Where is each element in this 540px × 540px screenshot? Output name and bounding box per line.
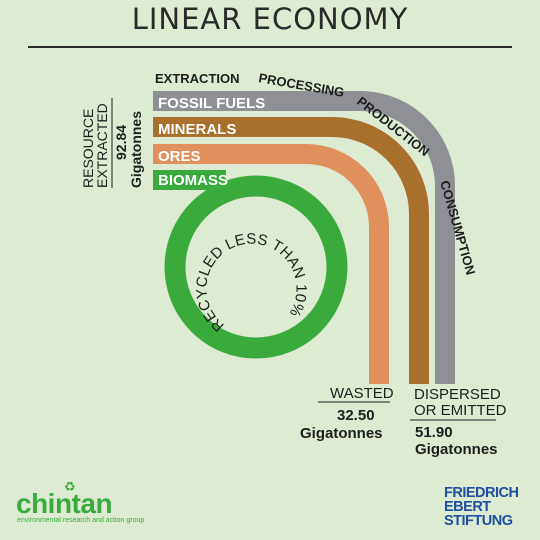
dispersed-unit: Gigatonnes [415,441,498,458]
fes-logo-line-1: FRIEDRICH [444,485,519,501]
minerals-label: MINERALS [158,121,236,138]
wasted-amount: 32.50 [337,407,375,424]
biomass-label: BIOMASS [158,172,228,189]
fes-logo-line-3: STIFTUNG [444,513,513,529]
recycled-label-path: RECYCLED LESS THAN 10% [193,231,309,335]
ores-label: ORES [158,148,201,165]
recycle-icon: ♻ [64,480,76,495]
friedrich-ebert-stiftung-logo: FRIEDRICH EBERT STIFTUNG [444,486,534,534]
recycling-loop [164,175,348,359]
minerals-band [153,117,429,384]
stage-extraction: EXTRACTION [155,71,240,86]
dispersed-amount: 51.90 [415,424,453,441]
ores-band [153,144,389,384]
page-title: LINEAR ECONOMY [131,2,409,36]
biomass-band [153,170,226,190]
extracted-unit: Gigatonnes [128,111,144,188]
chintan-wordmark: chintan [16,488,113,519]
fossil-fuels-label: FOSSIL FUELS [158,95,265,112]
resource-extracted-line1: RESOURCE [80,109,96,188]
wasted-unit: Gigatonnes [300,425,383,442]
title-underline [28,46,512,48]
extracted-amount: 92.84 [113,125,129,160]
fes-logo-line-2: EBERT [444,499,491,515]
fossil-fuels-band [153,91,455,384]
wasted-label: WASTED [330,385,394,402]
chintan-tagline: environmental research and action group [17,517,145,524]
chintan-logo: ♻ chintan environmental research and act… [14,480,214,528]
dispersed-label-line2: OR EMITTED [414,402,507,419]
dispersed-label-line1: DISPERSED [414,386,501,403]
resource-extracted-line2: EXTRACTED [94,103,110,188]
recycled-label: RECYCLED LESS THAN 10% [193,231,309,335]
